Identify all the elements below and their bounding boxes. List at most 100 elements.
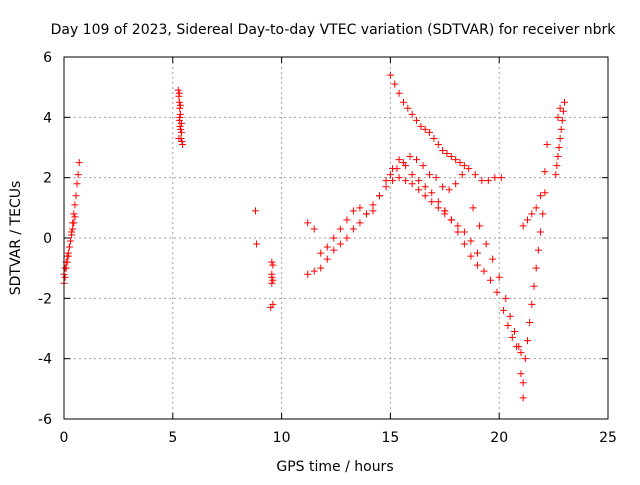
data-point <box>500 306 508 314</box>
data-point <box>269 276 277 284</box>
data-point <box>343 234 351 242</box>
data-point <box>439 183 447 191</box>
tick-labels: 0 5 10 15 20 25 -6 -4 -2 0 2 4 6 <box>38 50 617 446</box>
data-point <box>515 343 523 351</box>
data-point <box>537 192 545 200</box>
y-tick-label: -2 <box>38 291 52 307</box>
data-point <box>71 201 79 209</box>
data-point <box>467 237 475 245</box>
data-point <box>330 234 338 242</box>
data-point <box>349 207 357 215</box>
data-point <box>413 156 421 164</box>
data-series-12 <box>552 98 568 179</box>
data-point <box>267 303 275 311</box>
data-point <box>253 240 261 248</box>
data-point <box>484 177 492 185</box>
data-point <box>174 86 182 94</box>
data-point <box>517 349 525 357</box>
data-series-6 <box>386 71 468 170</box>
data-point <box>69 225 77 233</box>
data-point <box>317 249 325 257</box>
data-point <box>502 294 510 302</box>
data-point <box>541 168 549 176</box>
y-tick-label: 2 <box>43 171 52 187</box>
data-point <box>395 156 403 164</box>
data-point <box>362 210 370 218</box>
data-points <box>60 71 568 402</box>
data-point <box>523 216 531 224</box>
data-point <box>395 174 403 182</box>
data-point <box>460 228 468 236</box>
x-tick-label: 10 <box>273 430 291 446</box>
data-point <box>497 174 505 182</box>
data-point <box>67 237 75 245</box>
data-point <box>304 219 312 227</box>
data-point <box>519 394 527 402</box>
data-point <box>421 125 429 133</box>
data-point <box>532 204 540 212</box>
data-point <box>382 177 390 185</box>
data-point <box>382 183 390 191</box>
data-point <box>176 104 184 112</box>
data-point <box>74 171 82 179</box>
data-point <box>408 110 416 118</box>
axis-ticks <box>63 56 609 420</box>
data-series-4 <box>304 174 481 278</box>
data-point <box>386 71 394 79</box>
data-point <box>330 246 338 254</box>
y-tick-label: -4 <box>38 352 52 368</box>
data-point <box>426 128 434 136</box>
data-point <box>175 89 183 97</box>
data-point <box>456 159 464 167</box>
data-series-2 <box>174 86 187 148</box>
data-point <box>421 183 429 191</box>
data-point <box>419 162 427 170</box>
data-point <box>526 318 534 326</box>
data-point <box>528 300 536 308</box>
data-point <box>443 150 451 158</box>
data-point <box>268 273 276 281</box>
data-point <box>534 246 542 254</box>
data-point <box>454 222 462 230</box>
data-point <box>439 147 447 155</box>
data-point <box>72 192 80 200</box>
data-point <box>556 104 564 112</box>
data-point <box>432 174 440 182</box>
data-point <box>408 171 416 179</box>
data-series-5 <box>304 156 449 257</box>
data-point <box>61 273 69 281</box>
data-point <box>482 240 490 248</box>
chart-title: Day 109 of 2023, Sidereal Day-to-day VTE… <box>51 22 617 38</box>
data-point <box>519 379 527 387</box>
data-series-11 <box>519 140 551 230</box>
data-point <box>415 177 423 185</box>
data-point <box>402 177 410 185</box>
data-point <box>176 122 184 130</box>
data-point <box>310 225 318 233</box>
data-point <box>61 264 69 272</box>
data-point <box>68 231 76 239</box>
data-point <box>434 140 442 148</box>
data-series-10 <box>519 189 549 387</box>
data-point <box>447 216 455 224</box>
data-point <box>369 207 377 215</box>
x-tick-label: 15 <box>381 430 399 446</box>
data-point <box>452 156 460 164</box>
data-series-9 <box>469 204 527 402</box>
data-point <box>476 222 484 230</box>
data-point <box>480 267 488 275</box>
data-point <box>389 177 397 185</box>
data-point <box>495 273 503 281</box>
data-point <box>304 270 312 278</box>
data-point <box>399 98 407 106</box>
data-point <box>356 204 364 212</box>
data-point <box>376 192 384 200</box>
data-point <box>473 261 481 269</box>
data-point <box>469 204 477 212</box>
data-point <box>391 80 399 88</box>
data-point <box>473 249 481 257</box>
data-point <box>465 165 473 173</box>
data-point <box>404 104 412 112</box>
data-point <box>323 255 331 263</box>
